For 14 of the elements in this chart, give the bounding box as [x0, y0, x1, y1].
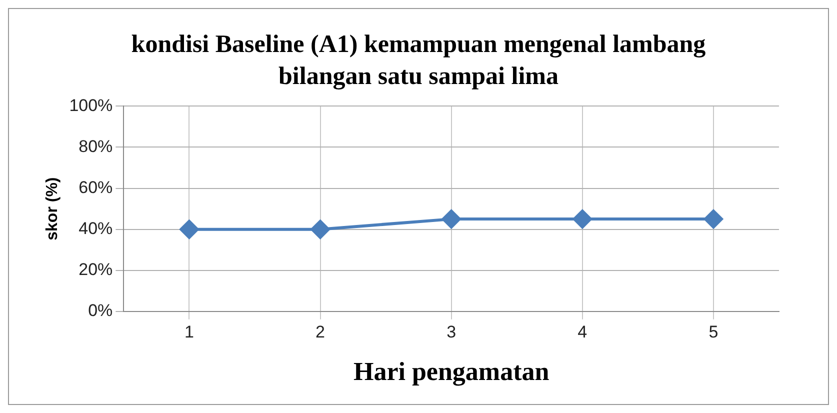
x-tick-label: 5: [708, 322, 718, 342]
x-tick-label: 2: [316, 322, 326, 342]
x-axis-title: Hari pengamatan: [353, 357, 550, 386]
y-tick-label: 60%: [78, 178, 113, 197]
y-tick-label: 40%: [78, 219, 113, 238]
y-tick-label: 0%: [88, 301, 113, 320]
y-tick-label: 20%: [78, 260, 113, 280]
x-tick-label: 1: [184, 322, 194, 342]
chart-title: kondisi Baseline (A1) kemampuan mengenal lambang bilangan satu sampai lima: [130, 30, 707, 92]
x-tick-label: 4: [578, 322, 588, 342]
x-tick-label: 3: [446, 322, 456, 342]
y-tick-label: 100%: [69, 96, 113, 115]
y-tick-label: 80%: [78, 136, 113, 156]
y-axis-title: skor (%): [44, 177, 62, 240]
